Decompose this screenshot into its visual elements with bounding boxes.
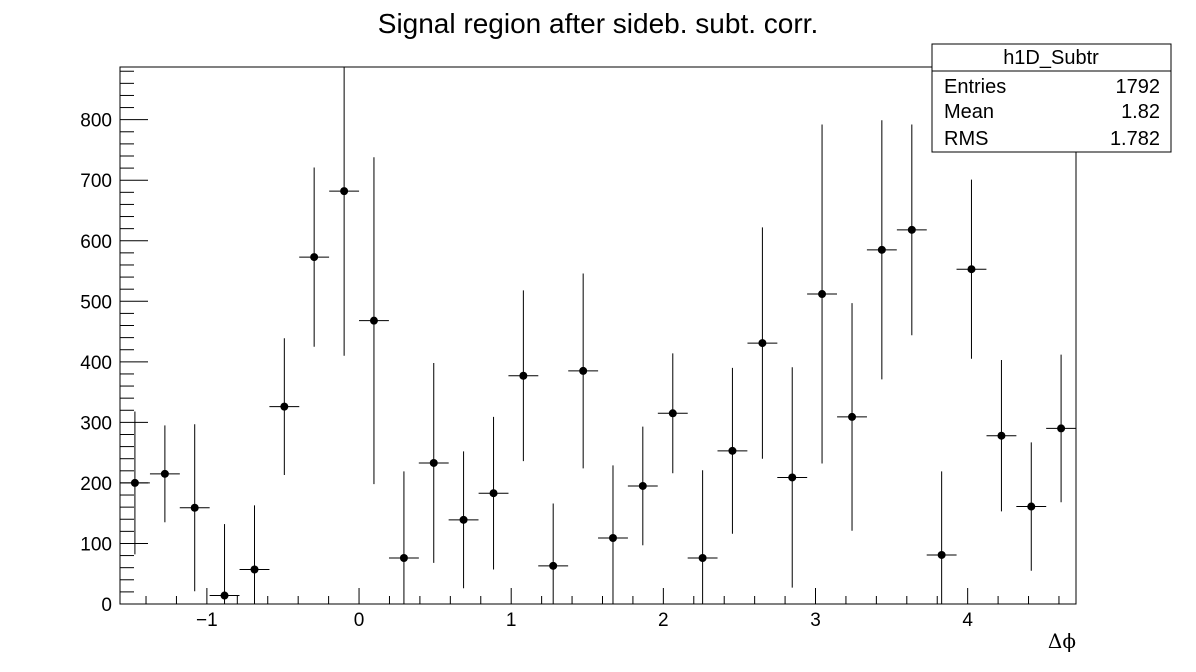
data-point bbox=[478, 416, 509, 570]
marker bbox=[340, 187, 349, 196]
marker bbox=[758, 339, 767, 348]
data-point bbox=[1046, 354, 1077, 503]
y-axis: 0 100 200 300 400 500 600 700 800 bbox=[80, 111, 148, 616]
data-point bbox=[777, 367, 808, 588]
stats-mean-label: Mean bbox=[944, 101, 994, 123]
y-tick-label: 0 bbox=[101, 595, 112, 616]
marker bbox=[399, 553, 408, 562]
data-point bbox=[448, 451, 479, 589]
data-point bbox=[598, 465, 628, 604]
y-minor-ticks bbox=[120, 70, 134, 593]
data-point bbox=[179, 424, 210, 592]
data-point bbox=[866, 120, 897, 380]
data-point bbox=[896, 124, 927, 336]
data-point bbox=[239, 505, 270, 604]
y-tick-label: 700 bbox=[80, 171, 112, 192]
data-point bbox=[329, 67, 360, 356]
x-tick-label: −1 bbox=[196, 610, 218, 631]
x-tick-label: 4 bbox=[962, 610, 973, 631]
marker bbox=[818, 290, 827, 299]
x-tick-label: 3 bbox=[810, 610, 821, 631]
data-point bbox=[418, 363, 449, 563]
marker bbox=[698, 553, 707, 562]
chart-title: Signal region after sideb. subt. corr. bbox=[378, 8, 818, 39]
marker bbox=[967, 265, 976, 274]
marker bbox=[579, 366, 588, 375]
data-point bbox=[627, 426, 658, 546]
marker bbox=[160, 469, 169, 478]
marker bbox=[608, 534, 617, 543]
data-point bbox=[687, 470, 718, 604]
plot-frame bbox=[119, 66, 1077, 605]
data-point bbox=[269, 338, 300, 476]
marker bbox=[877, 245, 886, 254]
data-point bbox=[388, 471, 419, 604]
x-tick-label: 0 bbox=[354, 610, 365, 631]
y-tick-label: 300 bbox=[80, 413, 112, 434]
marker bbox=[220, 591, 229, 600]
marker bbox=[937, 550, 946, 559]
marker bbox=[549, 561, 558, 570]
data-point bbox=[508, 290, 539, 462]
y-tick-label: 800 bbox=[80, 111, 112, 132]
stats-box-frame bbox=[931, 43, 1172, 153]
stats-box-name: h1D_Subtr bbox=[1003, 47, 1099, 69]
data-point bbox=[119, 411, 150, 555]
marker bbox=[1027, 502, 1036, 511]
stats-box: h1D_Subtr Entries 1792 Mean 1.82 RMS 1.7… bbox=[931, 43, 1172, 153]
marker bbox=[519, 371, 528, 380]
marker bbox=[280, 402, 289, 411]
marker bbox=[728, 446, 737, 455]
data-point bbox=[986, 360, 1017, 512]
marker bbox=[1057, 424, 1066, 433]
marker bbox=[638, 481, 647, 490]
x-tick-label: 1 bbox=[506, 610, 517, 631]
data-points bbox=[119, 67, 1077, 604]
marker bbox=[429, 458, 438, 467]
x-tick-label: 2 bbox=[658, 610, 669, 631]
data-point bbox=[926, 471, 957, 604]
y-tick-label: 200 bbox=[80, 474, 112, 495]
data-point bbox=[747, 227, 778, 459]
x-axis: −1 0 1 2 3 4 bbox=[196, 588, 973, 631]
data-point bbox=[837, 303, 867, 531]
marker bbox=[788, 473, 797, 482]
data-point bbox=[807, 124, 837, 464]
data-point bbox=[657, 353, 688, 474]
stats-entries-label: Entries bbox=[944, 76, 1006, 98]
marker bbox=[848, 412, 857, 421]
y-tick-label: 400 bbox=[80, 353, 112, 374]
y-tick-label: 500 bbox=[80, 292, 112, 313]
data-point bbox=[717, 367, 748, 534]
marker bbox=[190, 503, 199, 512]
marker bbox=[459, 515, 468, 524]
y-tick-label: 100 bbox=[80, 534, 112, 555]
marker bbox=[310, 253, 319, 262]
data-point bbox=[299, 167, 330, 347]
stats-mean-value: 1.82 bbox=[1121, 101, 1160, 123]
marker bbox=[489, 489, 498, 498]
data-point bbox=[956, 179, 987, 359]
data-point bbox=[209, 524, 240, 604]
stats-rms-value: 1.782 bbox=[1110, 128, 1160, 150]
stats-entries-value: 1792 bbox=[1116, 76, 1161, 98]
x-axis-label: Δϕ bbox=[1048, 629, 1076, 653]
marker bbox=[369, 316, 378, 325]
marker bbox=[907, 225, 916, 234]
data-point bbox=[1016, 442, 1047, 571]
marker bbox=[997, 431, 1006, 440]
marker bbox=[130, 478, 139, 487]
x-minor-ticks bbox=[145, 596, 1060, 604]
marker bbox=[250, 565, 259, 574]
data-point bbox=[538, 503, 569, 604]
marker bbox=[668, 409, 677, 418]
data-point bbox=[359, 157, 389, 485]
data-point bbox=[149, 425, 180, 523]
stats-rms-label: RMS bbox=[944, 128, 988, 150]
data-point bbox=[568, 273, 599, 469]
y-tick-label: 600 bbox=[80, 232, 112, 253]
